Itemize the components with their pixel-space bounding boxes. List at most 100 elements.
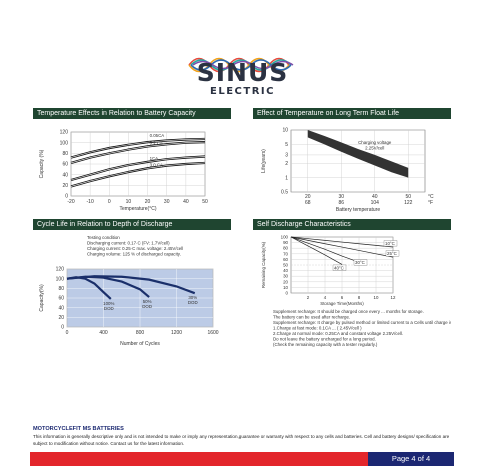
- y-tick-label: 3: [285, 153, 288, 159]
- temp-capacity-chart: 0 20 40 60 80 100 120 -20 -10 0 10 20 30 40 50 Temperat…: [33, 122, 231, 212]
- y-axis-label: Capacity(%): [39, 284, 45, 312]
- x-tick-label-c: 20: [305, 194, 311, 200]
- x-tick-label: 0: [108, 199, 111, 205]
- series-line-core: [70, 156, 206, 181]
- float-life-title: Effect of Temperature on Long Term Float…: [253, 108, 451, 119]
- series-label-box: [383, 240, 398, 247]
- y-tick-label: 120: [60, 130, 69, 136]
- note-text: Do not leave the battery uncharged for a…: [273, 337, 376, 342]
- x-tick-label: 400: [99, 330, 108, 336]
- x-tick-label: 50: [202, 199, 208, 205]
- y-tick-label: 0: [286, 291, 289, 296]
- y-tick-label: 100: [60, 140, 69, 146]
- x-tick-label-c: 40: [372, 194, 378, 200]
- x-tick-label-f: 122: [404, 200, 413, 206]
- x-tick-label: 40: [183, 199, 189, 205]
- brand-subtitle: ELECTRIC: [210, 86, 275, 97]
- cycle-life-chart: 0 20 40 60 80 100 120 0 400 800 1200 1600 Number of …: [33, 233, 231, 355]
- temp-capacity-title: Temperature Effects in Relation to Batte…: [33, 108, 231, 119]
- temp-capacity-svg: 0 20 40 60 80 100 120 -20 -10 0 10 20 30 40 50 Temperat…: [39, 130, 208, 212]
- series-line: [290, 236, 360, 263]
- unit-c: °C: [428, 194, 434, 200]
- series-line: [290, 236, 394, 258]
- note-text: (Check the remaining capacity with a tes…: [273, 342, 378, 347]
- y-tick-label: 20: [62, 183, 68, 189]
- cycle-life-title: Cycle Life in Relation to Depth of Disch…: [33, 219, 231, 230]
- note-text: 2.Charge at normal mode: 0.25CA and cons…: [273, 331, 403, 336]
- y-tick-label: 0.5: [281, 190, 288, 196]
- y-tick-label: 80: [283, 246, 288, 251]
- y-tick-label: 40: [58, 305, 64, 311]
- y-tick-label: 50: [283, 263, 288, 268]
- condition-text: Discharging current: 0.17·C (FV: 1.7V/ce…: [87, 241, 170, 246]
- series-label: DOD: [142, 304, 152, 309]
- condition-text: Charging volume: 125 % of discharged cap…: [87, 252, 181, 257]
- x-tick-label: 20: [145, 199, 151, 205]
- series-label: 1CA: [150, 156, 159, 161]
- self-discharge-title: Self Discharge Characteristics: [253, 219, 451, 230]
- page-indicator: Page 4 of 4: [368, 452, 454, 466]
- series-label: 0.2 CA: [150, 140, 163, 145]
- y-tick-label: 5: [285, 142, 288, 148]
- y-tick-label: 20: [58, 315, 64, 321]
- footer-disclaimer: This information is generally descriptiv…: [33, 434, 450, 446]
- x-tick-label-c: 50: [405, 194, 411, 200]
- series-label-box: [385, 250, 400, 257]
- condition-text: Testing condition: [87, 235, 120, 240]
- series-line: [290, 236, 394, 248]
- footer-title: MOTORCYCLEFIT MS BATTERIES: [33, 426, 124, 432]
- y-tick-label: 90: [283, 240, 288, 245]
- series-label: 25°C: [387, 251, 397, 256]
- x-axis-label: Battery temperature: [336, 207, 380, 212]
- y-tick-label: 60: [283, 257, 288, 262]
- y-tick-label: 1: [285, 175, 288, 181]
- condition-text: Charging current: 0.25·C max. voltage: 2…: [87, 246, 183, 251]
- series-label: 100%: [103, 301, 114, 306]
- y-axis-label: Life(years): [261, 149, 267, 173]
- y-tick-label: 70: [283, 251, 288, 256]
- y-axis-label: Capacity (%): [39, 149, 45, 178]
- x-tick-label-f: 86: [338, 200, 344, 206]
- y-tick-label: 100: [56, 276, 65, 282]
- plot-frame: [290, 129, 426, 193]
- x-tick-label: 0: [66, 330, 69, 336]
- note-text: 1.Charge at fast mode: 0.1CA ... ( 2.45V…: [273, 326, 362, 331]
- y-tick-label: 120: [56, 267, 65, 273]
- note-text: Supplement recharge: It should be charge…: [273, 309, 424, 314]
- y-tick-label: 100: [281, 235, 289, 240]
- series-label: 50%: [143, 299, 152, 304]
- life-band: [307, 130, 409, 178]
- annotation-text: Charging voltage: [358, 140, 392, 145]
- self-discharge-chart: 0 10 20 30 40 50 60 70 80 90 100 2 4 6 8 10 12 Storage Ti…: [253, 233, 451, 355]
- series-label: DOD: [104, 306, 114, 311]
- series-line: [290, 236, 343, 265]
- y-tick-label: 60: [62, 162, 68, 168]
- note-text: Supplement recharge: It charge by pulsed…: [273, 320, 451, 325]
- x-tick-label: 6: [341, 295, 344, 300]
- x-tick-label: 2: [307, 295, 310, 300]
- y-tick-label: 2: [285, 161, 288, 167]
- series-line: [66, 275, 196, 295]
- series-label: 0.05CA: [150, 133, 165, 138]
- x-tick-label: 1600: [207, 330, 218, 336]
- x-axis-label: Number of Cycles: [120, 341, 160, 347]
- y-tick-label: 20: [283, 279, 288, 284]
- series-label: 30°C: [355, 260, 365, 265]
- footer-red-bar: [30, 452, 368, 466]
- brand-name: SINUS: [196, 58, 289, 87]
- series-line-core: [70, 162, 206, 187]
- y-tick-label: 0: [65, 194, 68, 200]
- y-tick-label: 10: [283, 285, 288, 290]
- y-tick-label: 40: [62, 172, 68, 178]
- y-tick-label: 60: [58, 296, 64, 302]
- unit-f: °F: [428, 200, 433, 206]
- x-tick-label: 4: [324, 295, 327, 300]
- x-tick-label: 8: [358, 295, 361, 300]
- x-tick-label: 800: [136, 330, 145, 336]
- series-label-box: [332, 264, 347, 271]
- x-tick-label-f: 104: [371, 200, 380, 206]
